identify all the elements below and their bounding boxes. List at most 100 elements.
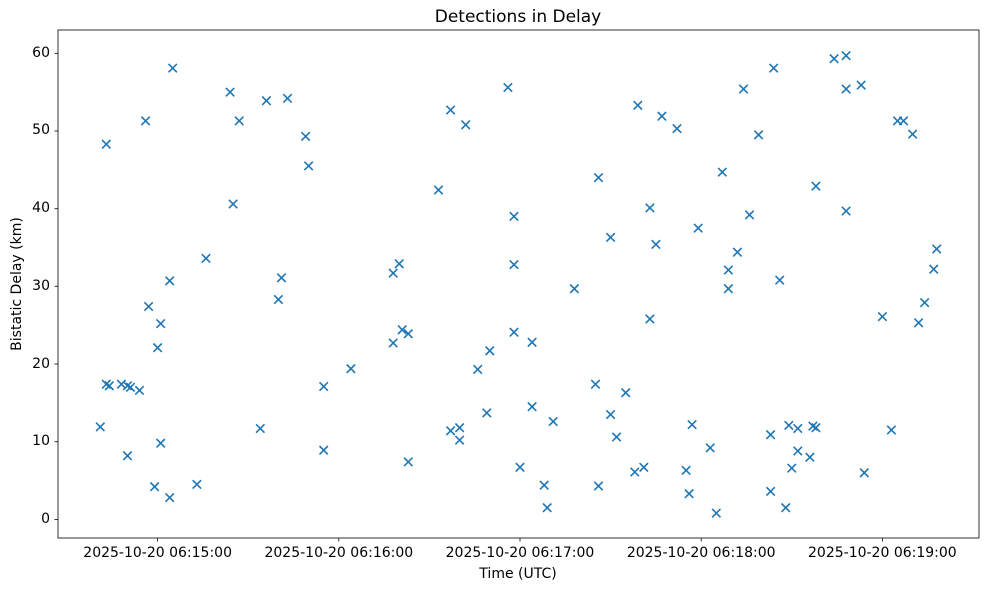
data-point-marker (300, 131, 311, 142)
data-point-marker (225, 87, 235, 97)
data-point-marker (732, 247, 743, 257)
data-point-marker (388, 338, 398, 348)
y-tick-label: 50 (32, 122, 50, 139)
data-point-marker (620, 387, 631, 398)
data-point-marker (255, 423, 266, 434)
x-tick-label: 2025-10-20 06:19:00 (808, 545, 957, 561)
data-point-marker (765, 486, 776, 497)
data-point-marker (164, 276, 175, 286)
data-point-marker (134, 385, 145, 396)
data-point-marker (276, 273, 287, 283)
data-point-marker (787, 463, 797, 473)
data-point-marker (527, 337, 537, 348)
x-tick-label: 2025-10-20 06:15:00 (83, 545, 232, 561)
data-point-marker (693, 223, 703, 233)
x-axis-label: Time (UTC) (479, 566, 557, 582)
data-point-marker (841, 84, 851, 94)
data-point-marker (403, 457, 414, 467)
data-point-marker (605, 232, 616, 243)
data-point-marker (201, 253, 211, 264)
data-point-marker (155, 438, 166, 448)
y-tick-label: 0 (41, 510, 50, 527)
y-tick-label: 30 (32, 277, 50, 294)
data-point-marker (394, 259, 404, 269)
data-point-marker (931, 244, 942, 254)
data-point-marker (228, 199, 238, 209)
data-point-marker (928, 264, 939, 274)
data-point-marker (645, 203, 655, 213)
data-point-marker (651, 239, 661, 250)
plot-frame (57, 29, 980, 539)
data-point-marker (723, 283, 734, 294)
data-point-marker (454, 422, 465, 433)
data-point-marker (723, 265, 734, 275)
data-point-marker (590, 379, 601, 389)
data-point-marker (841, 50, 851, 61)
data-point-marker (122, 381, 133, 391)
data-point-marker (829, 53, 839, 64)
y-axis-label: Bistatic Delay (km) (9, 217, 25, 351)
data-point-marker (95, 422, 106, 432)
data-point-marker (768, 63, 779, 73)
data-point-marker (122, 450, 133, 461)
data-point-marker (403, 328, 414, 339)
data-point-marker (388, 268, 398, 278)
data-point-marker (143, 301, 154, 312)
data-point-marker (155, 318, 166, 329)
data-point-marker (717, 167, 728, 177)
data-point-marker (744, 210, 755, 220)
y-tick-label: 10 (32, 433, 50, 450)
data-point-marker (482, 408, 492, 418)
data-point-marker (639, 462, 649, 473)
data-point-marker (527, 401, 537, 412)
data-point-marker (542, 502, 552, 513)
data-point-marker (149, 481, 160, 492)
data-point-marker (753, 130, 764, 140)
data-point-marker (774, 275, 785, 285)
data-point-marker (780, 502, 791, 513)
data-point-marker (811, 422, 821, 433)
data-point-marker (509, 259, 519, 270)
data-point-marker (192, 479, 202, 490)
data-point-marker (509, 327, 519, 337)
data-point-marker (282, 93, 293, 104)
data-point-marker (811, 181, 821, 191)
data-point-marker (919, 297, 930, 308)
data-point-marker (808, 421, 818, 431)
data-point-marker (548, 416, 558, 427)
data-point-marker (116, 379, 127, 389)
data-point-marker (630, 467, 640, 477)
data-point-marker (318, 381, 329, 392)
data-point-marker (793, 446, 803, 456)
data-point-marker (907, 129, 918, 139)
x-tick-label: 2025-10-20 06:16:00 (264, 545, 414, 561)
x-tick-label: 2025-10-20 06:17:00 (445, 545, 595, 561)
data-point-marker (645, 314, 655, 324)
data-point-marker (681, 465, 691, 476)
data-point-marker (841, 206, 851, 216)
data-point-marker (738, 84, 749, 94)
data-point-marker (539, 480, 549, 490)
chart-title: Detections in Delay (434, 7, 602, 27)
data-point-marker (125, 382, 136, 393)
data-point-marker (303, 161, 314, 171)
data-point-marker (705, 443, 715, 453)
data-point-marker (672, 123, 682, 134)
data-point-marker (318, 445, 329, 455)
data-point-marker (898, 116, 909, 126)
data-point-marker (503, 82, 513, 93)
data-point-marker (569, 283, 580, 294)
data-point-marker (261, 95, 272, 106)
data-point-marker (460, 120, 471, 130)
data-point-marker (167, 63, 178, 73)
data-point-marker (454, 435, 465, 445)
data-point-marker (485, 346, 495, 356)
data-point-marker (346, 363, 356, 374)
data-point-marker (886, 425, 897, 435)
data-point-marker (711, 508, 722, 518)
data-point-marker (657, 111, 667, 121)
data-point-marker (877, 311, 888, 322)
data-point-marker (472, 364, 483, 375)
